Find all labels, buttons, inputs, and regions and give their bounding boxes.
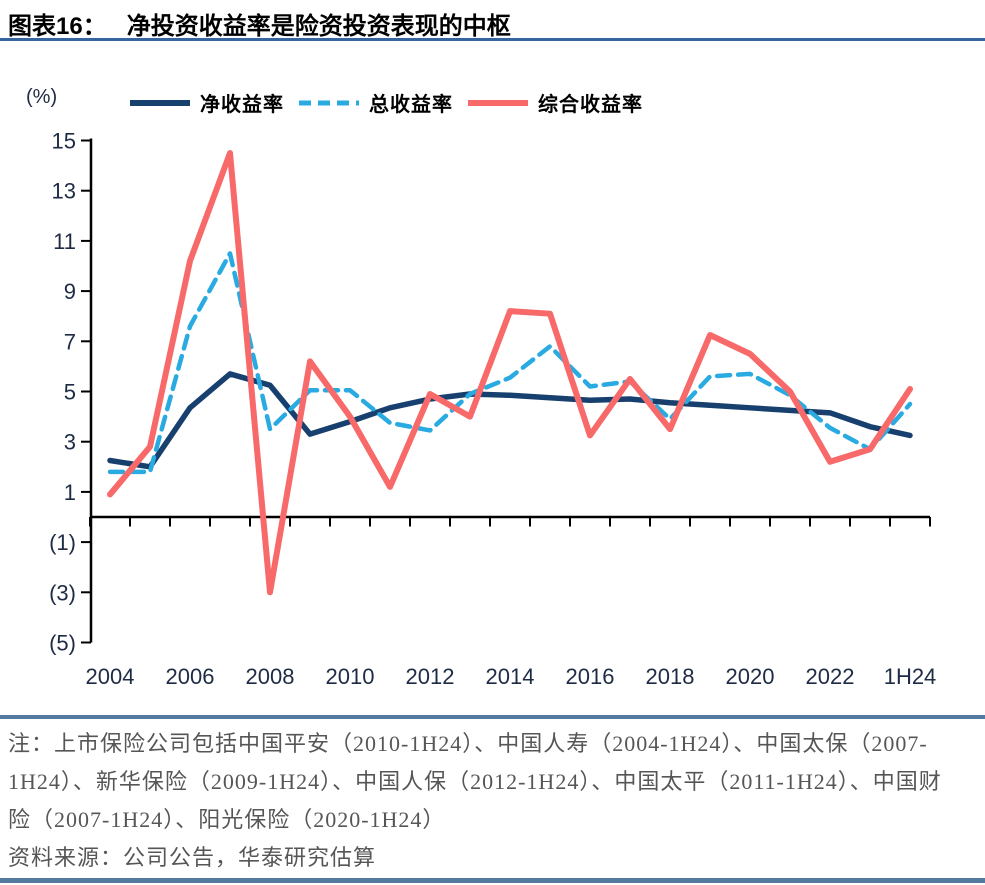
series-line-comprehensive-yield [107, 150, 913, 596]
y-tick-label: (5) [49, 631, 76, 656]
title-underline [0, 38, 985, 41]
x-tick-label: 2004 [86, 664, 135, 689]
series-line-total-yield [107, 251, 913, 475]
legend-label-comprehensive-yield: 综合收益率 [538, 94, 643, 116]
x-tick-label: 2008 [246, 664, 295, 689]
x-tick-label: 2010 [326, 664, 375, 689]
x-axis: 2004 2006 2008 2010 2012 2014 2016 2018 2020 2022… [86, 515, 937, 689]
x-tick-label: 1H24 [884, 664, 937, 689]
figure-title: 图表16： 净投资收益率是险资投资表现的中枢 [8, 6, 511, 41]
x-tick-label: 2020 [726, 664, 775, 689]
y-tick-label: (1) [49, 530, 76, 555]
figure-title-text: 净投资收益率是险资投资表现的中枢 [126, 13, 511, 40]
y-tick-label: 1 [64, 480, 76, 505]
footnotes: 注：上市保险公司包括中国平安（2010-1H24）、中国人寿（2004-1H24… [0, 715, 985, 877]
note-text: 注：上市保险公司包括中国平安（2010-1H24）、中国人寿（2004-1H24… [8, 731, 942, 832]
x-tick-label: 2022 [806, 664, 855, 689]
legend-item-total-yield: 总收益率 [297, 88, 453, 117]
x-tick-label: 2018 [646, 664, 695, 689]
figure-label: 图表16： [8, 13, 107, 40]
y-tick-label: 9 [64, 279, 76, 304]
y-tick-label: (3) [49, 580, 76, 605]
legend-swatch-total-yield [299, 100, 359, 105]
x-tick-label: 2012 [406, 664, 455, 689]
y-tick-label: 13 [52, 179, 76, 204]
legend-swatch-comprehensive-yield [468, 99, 528, 106]
x-tick-label: 2014 [486, 664, 535, 689]
series-line-net-yield [107, 371, 913, 470]
y-tick-label: 7 [64, 329, 76, 354]
legend-item-net-yield: 净收益率 [128, 88, 284, 117]
y-tick-label: 5 [64, 380, 76, 405]
legend-label-total-yield: 总收益率 [369, 94, 453, 116]
y-tick-label: 15 [52, 129, 76, 154]
y-axis-unit-label: (%) [26, 86, 57, 108]
y-tick-label: 3 [64, 430, 76, 455]
x-tick-label: 2006 [166, 664, 215, 689]
legend-swatch-net-yield [130, 99, 190, 106]
x-tick-label: 2016 [566, 664, 615, 689]
notes-divider [0, 715, 985, 719]
source-text: 资料来源：公司公告，华泰研究估算 [8, 845, 377, 870]
legend-label-net-yield: 净收益率 [200, 94, 284, 116]
chart-legend: 净收益率 总收益率 综合收益率 [128, 88, 643, 117]
y-tick-label: 11 [53, 229, 76, 254]
legend-item-comprehensive-yield: 综合收益率 [466, 88, 643, 117]
bottom-divider [0, 878, 985, 883]
y-axis: (%) 15 13 11 9 7 5 3 1 (1) (3) (5) [26, 86, 93, 656]
